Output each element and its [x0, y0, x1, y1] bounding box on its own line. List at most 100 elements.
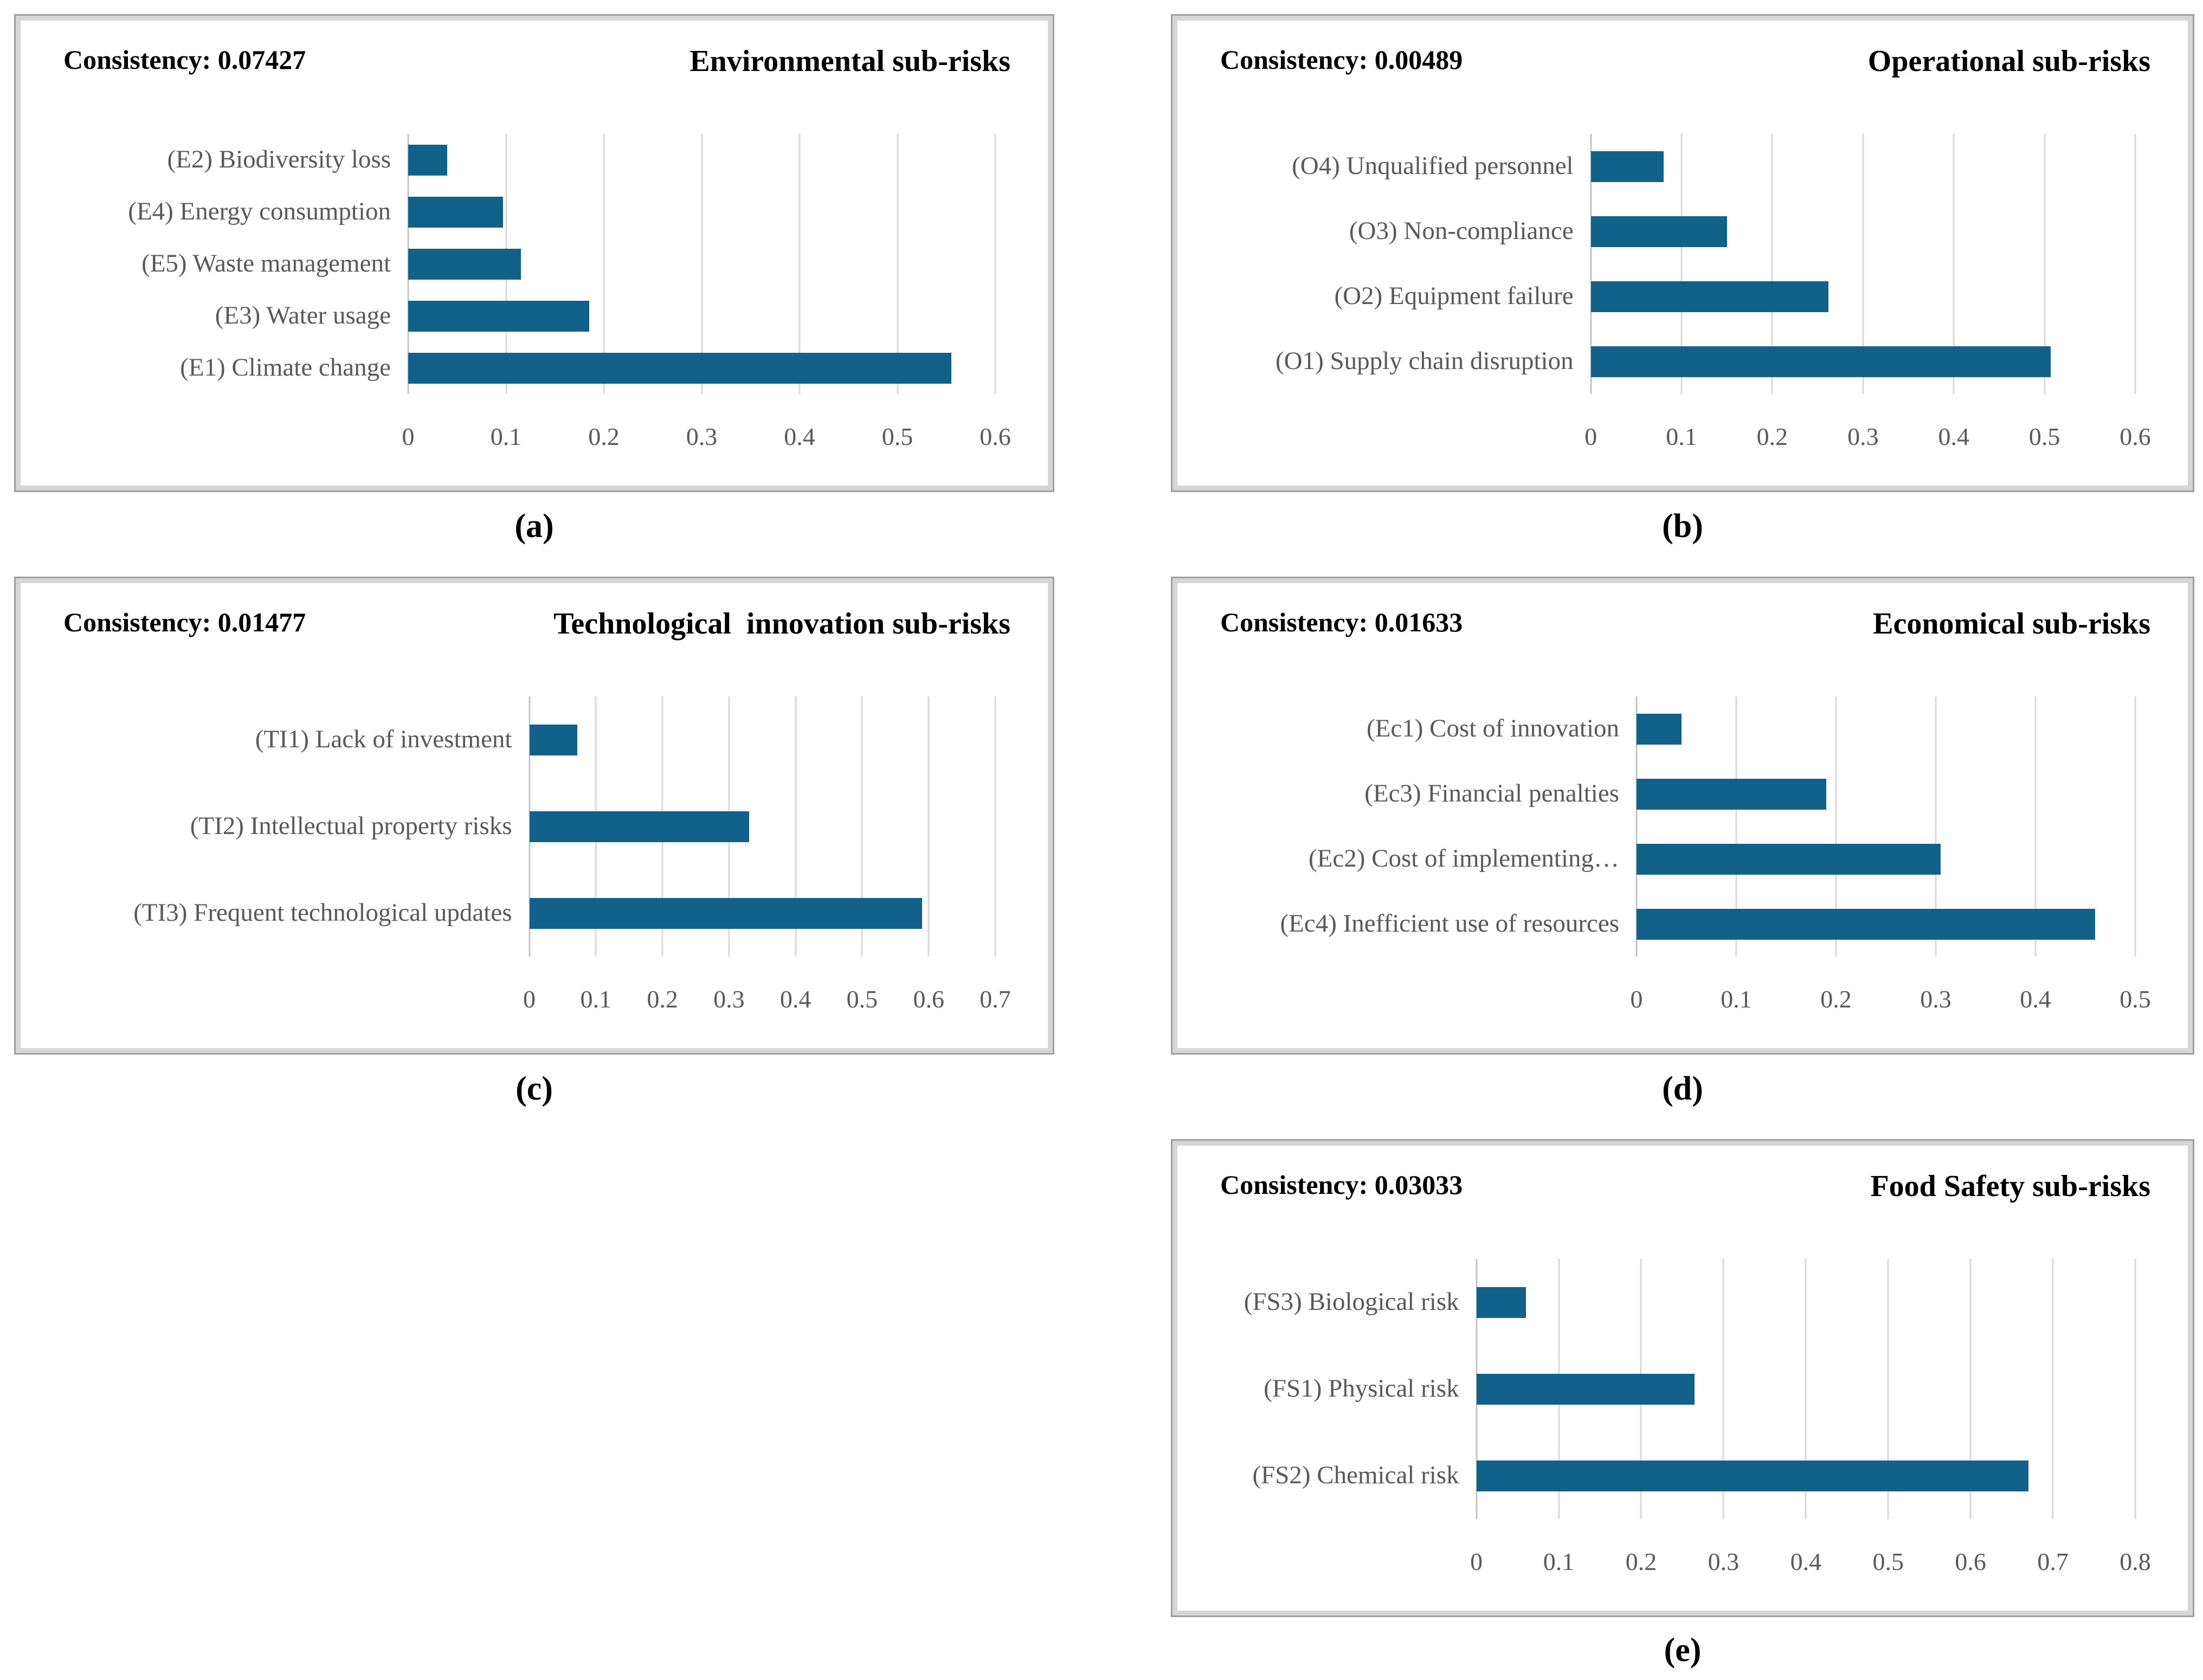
panel-letter-d: (d)	[1662, 1070, 1703, 1107]
panel-header: Consistency: 0.03033 Food Safety sub-risk…	[1220, 1169, 2150, 1204]
bar-row	[1637, 696, 2135, 761]
category-label: (FS1) Physical risk	[1264, 1374, 1459, 1403]
bar-d-1	[1637, 778, 1826, 810]
x-axis: 0 0.1 0.2 0.3 0.4 0.5 0.6	[402, 422, 1011, 460]
category-row: (FS2) Chemical risk	[1220, 1432, 1477, 1519]
plot-area: (Ec1) Cost of innovation (Ec3) Financial …	[1220, 696, 2151, 1013]
chart-title: Food Safety sub-risks	[1870, 1169, 2150, 1203]
category-row: (O4) Unqualified personnel	[1220, 134, 1591, 199]
bar-row	[1476, 1432, 2135, 1519]
x-tick-label: 0.7	[2037, 1548, 2069, 1575]
chart-panel-a: Consistency: 0.07427 Environmental sub-ri…	[14, 14, 1054, 492]
bar-b-2	[1590, 281, 1829, 312]
bar-c-1	[529, 811, 749, 842]
bar-a-2	[408, 248, 521, 280]
consistency-label: Consistency: 0.01633	[1220, 607, 1463, 637]
category-row: (E3) Water usage	[63, 290, 408, 342]
bar-d-2	[1637, 843, 1941, 875]
panel-letter-c: (c)	[516, 1070, 553, 1107]
gridline	[2052, 1259, 2054, 1519]
category-row: (E2) Biodiversity loss	[63, 134, 408, 186]
panel-letter-a: (a)	[514, 508, 554, 545]
x-tick-label: 0.4	[2020, 985, 2051, 1013]
x-tick-label: 0	[402, 423, 415, 450]
category-row: (FS3) Biological risk	[1220, 1259, 1477, 1346]
x-tick-label: 0	[1470, 1548, 1483, 1575]
x-tick-label: 0.6	[980, 423, 1011, 450]
bar-row	[529, 783, 996, 870]
gridline	[1953, 134, 1955, 394]
category-label: (E3) Water usage	[215, 301, 391, 330]
category-labels: (O4) Unqualified personnel (O3) Non-compl…	[1220, 134, 1591, 394]
chart-title: Economical sub-risks	[1873, 607, 2150, 641]
bar-d-3	[1637, 908, 2096, 940]
gridline	[1969, 1259, 1972, 1519]
category-row: (Ec3) Financial penalties	[1220, 761, 1637, 826]
chart-panel-c: Consistency: 0.01477 Technological innova…	[14, 577, 1054, 1055]
bar-row	[408, 238, 995, 290]
x-tick-label: 0.5	[2120, 985, 2151, 1013]
panel-header: Consistency: 0.00489 Operational sub-risk…	[1220, 44, 2150, 79]
x-tick-label: 0	[523, 985, 536, 1013]
category-row: (E4) Energy consumption	[63, 186, 408, 238]
category-row: (TI2) Intellectual property risks	[63, 783, 530, 870]
chart-title: Operational sub-risks	[1867, 44, 2150, 78]
x-tick-label: 0.1	[490, 423, 522, 450]
category-label: (TI1) Lack of investment	[255, 725, 512, 754]
x-tick-label: 0.1	[1666, 423, 1697, 450]
category-label: (E2) Biodiversity loss	[167, 145, 391, 174]
x-tick-label: 0.2	[1820, 985, 1852, 1013]
category-label: (FS3) Biological risk	[1244, 1288, 1459, 1316]
gridline	[1935, 696, 1937, 957]
gridline	[1887, 1259, 1889, 1519]
bar-c-2	[529, 897, 922, 929]
category-row: (Ec1) Cost of innovation	[1220, 696, 1637, 761]
category-row: (FS1) Physical risk	[1220, 1346, 1477, 1432]
category-label: (TI2) Intellectual property risks	[190, 812, 512, 841]
x-tick-label: 0.4	[784, 423, 815, 450]
bar-e-1	[1476, 1373, 1695, 1405]
gridline	[1680, 134, 1683, 394]
category-label: (E5) Waste management	[141, 249, 391, 278]
gridline	[994, 134, 996, 394]
gridline	[798, 134, 801, 394]
bar-a-3	[408, 300, 589, 332]
x-tick-label: 0.6	[913, 985, 944, 1013]
x-tick-label: 0.6	[1955, 1548, 1986, 1575]
category-row: (O3) Non-compliance	[1220, 199, 1591, 264]
x-axis: 0 0.1 0.2 0.3 0.4 0.5 0.6 0.7	[523, 985, 1011, 1023]
x-tick-label: 0.5	[846, 985, 878, 1013]
chart-panel-d: Consistency: 0.01633 Economical sub-risks…	[1171, 577, 2194, 1055]
x-axis: 0 0.1 0.2 0.3 0.4 0.5	[1631, 985, 2151, 1023]
gridline	[1722, 1259, 1724, 1519]
category-label: (TI3) Frequent technological updates	[133, 899, 512, 927]
category-labels: (TI1) Lack of investment (TI2) Intellectu…	[63, 696, 530, 957]
consistency-label: Consistency: 0.03033	[1220, 1169, 1463, 1200]
bars-area: 0 0.1 0.2 0.3 0.4 0.5	[1631, 696, 2151, 1013]
x-tick-label: 0	[1630, 985, 1643, 1013]
x-tick-label: 0.2	[647, 985, 678, 1013]
category-labels: (E2) Biodiversity loss (E4) Energy consum…	[63, 134, 408, 394]
category-label: (FS2) Chemical risk	[1252, 1461, 1459, 1490]
x-tick-label: 0.2	[588, 423, 620, 450]
bar-a-0	[408, 144, 448, 176]
category-label: (O4) Unqualified personnel	[1292, 152, 1574, 180]
consistency-label: Consistency: 0.07427	[63, 44, 306, 75]
category-row: (E5) Waste management	[63, 238, 408, 290]
bar-e-0	[1476, 1287, 1526, 1318]
bar-row	[1590, 199, 2135, 264]
bars-area: 0 0.1 0.2 0.3 0.4 0.5 0.6 0.7	[523, 696, 1011, 1013]
consistency-label: Consistency: 0.01477	[63, 607, 306, 637]
bar-row	[408, 290, 995, 342]
x-tick-label: 0.3	[686, 423, 718, 450]
x-tick-label: 0.5	[881, 423, 913, 450]
bar-a-1	[408, 196, 504, 228]
chart-title: Technological innovation sub-risks	[553, 607, 1010, 641]
x-tick-label: 0.8	[2120, 1548, 2151, 1575]
category-label: (O3) Non-compliance	[1349, 217, 1574, 245]
panel-header: Consistency: 0.01633 Economical sub-risks	[1220, 606, 2150, 641]
x-tick-label: 0.4	[780, 985, 811, 1013]
bar-row	[408, 342, 995, 394]
category-label: (Ec4) Inefficient use of resources	[1280, 909, 1620, 938]
